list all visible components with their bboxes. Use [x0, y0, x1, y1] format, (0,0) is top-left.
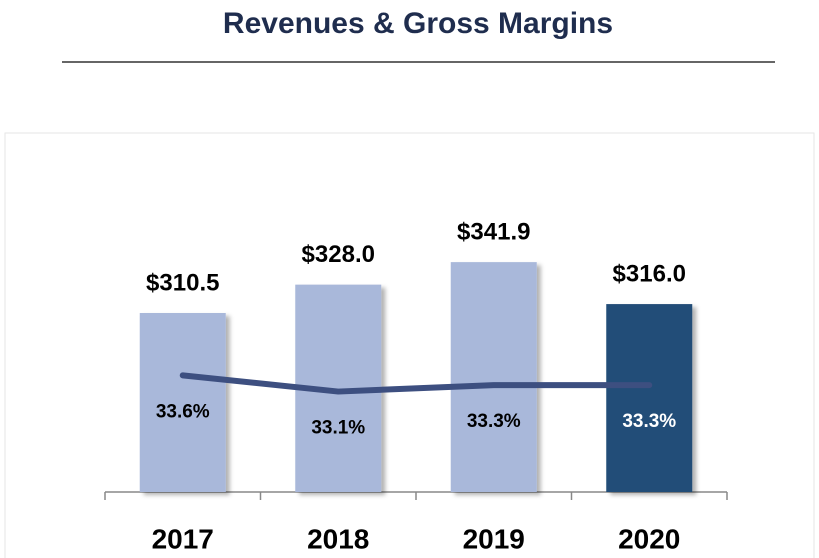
x-tick-label: 2017 — [152, 523, 214, 554]
bar-value-label: $328.0 — [302, 241, 375, 268]
bar — [606, 304, 693, 492]
bar-value-label: $341.9 — [457, 218, 530, 245]
line-value-label: 33.3% — [622, 411, 676, 432]
chart-title: Revenues & Gross Margins — [223, 7, 613, 40]
plot-frame — [4, 132, 815, 558]
line-value-label: 33.3% — [467, 411, 521, 432]
line-value-label: 33.1% — [311, 418, 365, 439]
bar — [139, 312, 226, 492]
bar — [450, 262, 537, 492]
margin-line — [179, 372, 653, 395]
x-tick-label: 2018 — [307, 523, 369, 554]
bar-value-label: $310.5 — [146, 269, 219, 296]
line-value-label: 33.6% — [156, 401, 210, 422]
bar-value-label: $316.0 — [613, 260, 686, 287]
x-tick-label: 2020 — [618, 523, 680, 554]
x-tick-label: 2019 — [463, 523, 525, 554]
